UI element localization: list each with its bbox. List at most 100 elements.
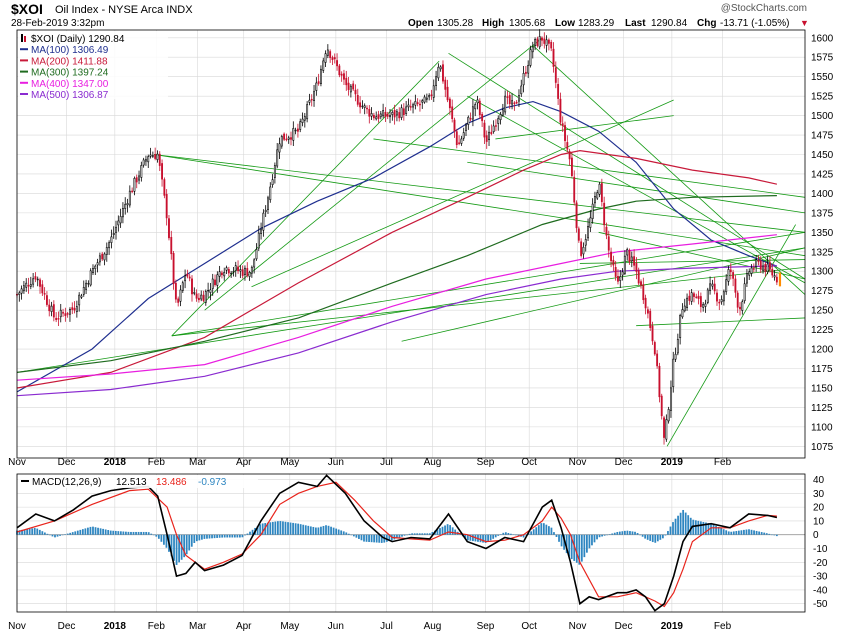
price-candles: [16, 29, 782, 445]
candle-body: [149, 154, 152, 157]
macd-x-tick-label: Sep: [477, 621, 495, 632]
macd-histogram-bar: [147, 532, 150, 535]
macd-histogram-bar: [228, 534, 231, 538]
chg-value: -13.71 (-1.05%): [720, 18, 789, 29]
macd-histogram-bar: [66, 533, 69, 535]
macd-histogram-bar: [38, 529, 41, 535]
trendline: [373, 138, 806, 198]
trendline: [153, 154, 806, 257]
candle-body: [762, 265, 764, 271]
macd-histogram-bar: [378, 534, 381, 543]
candle-body: [531, 46, 534, 53]
ma-line-ma400: [16, 234, 777, 381]
candle-body: [69, 309, 71, 315]
macd-histogram-bar: [669, 526, 672, 535]
candle-body: [460, 138, 463, 144]
candle-body: [711, 283, 714, 287]
candle-body: [179, 289, 182, 302]
candle-body: [561, 123, 564, 126]
macd-histogram-bar: [537, 525, 540, 535]
candle-body: [407, 104, 410, 108]
macd-legend-hist: -0.973: [198, 477, 227, 488]
candle-body: [170, 237, 173, 255]
macd-histogram-bar: [548, 526, 550, 535]
candle-body: [709, 283, 712, 292]
macd-histogram-bar: [239, 534, 241, 538]
macd-histogram-bar: [127, 531, 130, 535]
macd-legend-signal: 13.486: [156, 477, 187, 488]
candle-body: [133, 178, 136, 192]
price-x-tick-label: Jun: [328, 457, 344, 468]
macd-histogram-bar: [542, 523, 545, 535]
macd-histogram-bar: [261, 523, 264, 535]
macd-histogram-bar: [119, 531, 122, 535]
macd-histogram-bar: [218, 534, 221, 538]
macd-histogram-bar: [730, 531, 733, 535]
macd-y-tick-label: 40: [813, 475, 825, 486]
high-value: 1305.68: [509, 18, 546, 29]
macd-histogram-bar: [302, 524, 305, 535]
price-x-tick-label: Aug: [424, 457, 442, 468]
macd-histogram-bar: [532, 529, 535, 535]
candle-body: [59, 309, 62, 318]
candle-body: [580, 241, 583, 256]
candle-body: [223, 272, 226, 277]
candle-body: [20, 288, 23, 294]
candle-body: [315, 82, 318, 91]
candle-body: [34, 276, 37, 280]
candle-body: [559, 98, 562, 123]
macd-histogram-bar: [43, 532, 46, 535]
macd-histogram-bar: [710, 523, 712, 535]
candle-body: [658, 365, 661, 398]
trendline: [598, 231, 806, 280]
candle-body: [151, 155, 154, 157]
macd-histogram-bar: [621, 531, 624, 535]
candle-body: [623, 255, 626, 274]
macd-histogram-bar: [603, 534, 606, 536]
macd-histogram-bar: [332, 527, 335, 535]
macd-histogram-bar: [132, 531, 135, 535]
candle-body: [391, 112, 394, 115]
macd-x-tick-label: Jul: [380, 621, 393, 632]
candle-body: [336, 60, 338, 67]
macd-histogram-bar: [606, 534, 609, 536]
macd-histogram-bar: [21, 529, 23, 535]
macd-histogram-bar: [454, 529, 457, 535]
macd-x-tick-label: Feb: [714, 621, 732, 632]
macd-y-tick-label: 0: [813, 530, 819, 541]
macd-histogram-bar: [745, 529, 748, 535]
candle-body: [594, 196, 596, 204]
macd-signal-line: [16, 481, 777, 608]
candle-body: [515, 101, 518, 104]
macd-histogram-bar: [692, 519, 695, 535]
candle-body: [444, 79, 447, 90]
macd-histogram-bar: [201, 534, 203, 540]
candle-body: [755, 259, 758, 267]
macd-histogram-bar: [198, 534, 201, 541]
macd-histogram-bar: [81, 529, 84, 535]
candle-body: [124, 203, 127, 209]
candle-body: [126, 203, 129, 206]
candle-body: [301, 118, 304, 123]
candle-body: [419, 103, 421, 106]
macd-histogram-bar: [684, 512, 687, 535]
macd-histogram-bar: [292, 522, 294, 535]
macd-histogram-bar: [87, 527, 89, 535]
candle-body: [550, 41, 553, 49]
candle-body: [333, 57, 336, 60]
macd-histogram-bar: [540, 523, 543, 535]
candle-body: [628, 250, 631, 262]
candle-body: [283, 133, 286, 140]
macd-histogram-bar: [352, 534, 355, 537]
candle-body: [260, 229, 263, 234]
macd-histogram-bar: [697, 520, 700, 535]
candle-body: [674, 353, 677, 360]
candle-body: [39, 279, 41, 287]
candle-body: [377, 114, 380, 119]
macd-histogram-bar: [28, 528, 31, 535]
candle-body: [174, 282, 177, 300]
price-y-tick-label: 1275: [811, 286, 834, 297]
macd-histogram-bar: [208, 534, 211, 539]
macd-histogram-bar: [97, 527, 99, 535]
macd-histogram-bar: [363, 534, 365, 542]
